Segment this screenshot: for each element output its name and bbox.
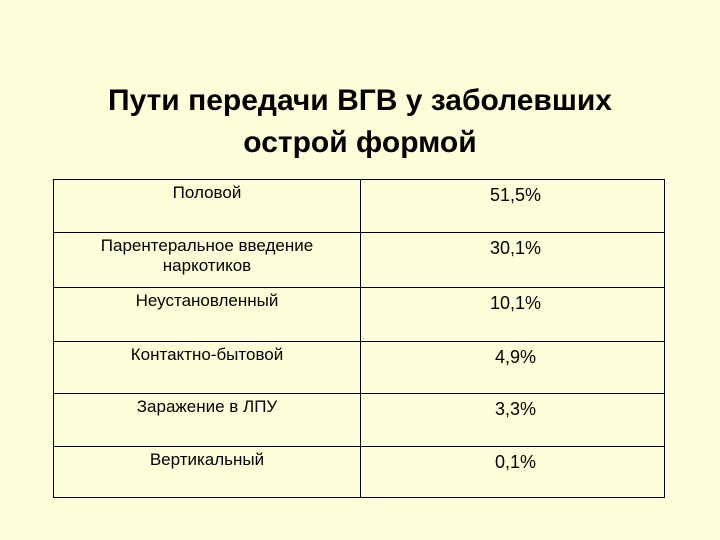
table-row: Неустановленный 10,1%	[53, 287, 665, 342]
transmission-routes-table: Половой 51,5% Парентеральное введение на…	[53, 179, 665, 498]
route-label-cell: Заражение в ЛПУ	[53, 393, 361, 447]
table-row: Половой 51,5%	[53, 179, 665, 233]
percentage-cell: 3,3%	[360, 393, 665, 447]
route-label-cell: Контактно-бытовой	[53, 341, 361, 394]
percentage-cell: 0,1%	[360, 446, 665, 498]
table-row: Парентеральное введение наркотиков 30,1%	[53, 232, 665, 288]
percentage-cell: 4,9%	[360, 341, 665, 394]
table-row: Заражение в ЛПУ 3,3%	[53, 393, 665, 447]
table-row: Вертикальный 0,1%	[53, 446, 665, 498]
table-row: Контактно-бытовой 4,9%	[53, 341, 665, 394]
route-label-cell: Вертикальный	[53, 446, 361, 498]
route-label-cell: Неустановленный	[53, 287, 361, 342]
slide-title: Пути передачи ВГВ у заболевших острой фо…	[40, 80, 680, 164]
percentage-cell: 10,1%	[360, 287, 665, 342]
route-label-cell: Парентеральное введение наркотиков	[53, 232, 361, 288]
slide-title-line-1: Пути передачи ВГВ у заболевших	[108, 84, 612, 117]
route-label-cell: Половой	[53, 179, 361, 233]
percentage-cell: 51,5%	[360, 179, 665, 233]
percentage-cell: 30,1%	[360, 232, 665, 288]
slide-title-line-2: острой формой	[243, 126, 477, 159]
